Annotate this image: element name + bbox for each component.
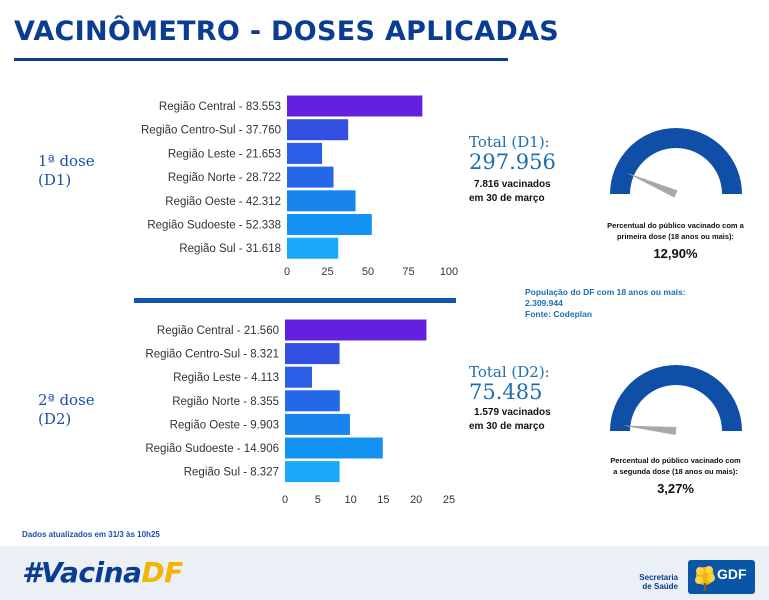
- bar: [285, 413, 350, 435]
- x-tick-label: 15: [377, 494, 389, 506]
- dose2-total-title: Total (D2):: [469, 363, 550, 381]
- dose1-gauge-caption-line1: Percentual do público vacinado com a: [607, 221, 744, 230]
- dose1-gauge-caption-line2: primeira dose (18 anos ou mais):: [616, 232, 735, 241]
- bar: [285, 319, 427, 341]
- dose2-total-value: 75.485: [469, 380, 543, 404]
- bar: [285, 461, 340, 483]
- bar-label: Região Leste - 4.113: [173, 372, 279, 384]
- dose1-vaccinated: 7.816 vacinados em 30 de março: [469, 178, 551, 206]
- dose1-label-line2: (D1): [38, 171, 72, 189]
- gauge-needle: [626, 172, 678, 198]
- population-note-line3: Fonte: Codeplan: [525, 309, 593, 319]
- dose2-label: 2ª dose (D2): [38, 391, 95, 429]
- hashtag-main: #Vacina: [22, 556, 142, 589]
- dose2-gauge-percent: 3,27%: [657, 481, 694, 496]
- population-note-line1: População do DF com 18 anos ou mais:: [525, 287, 686, 297]
- gdf-logo: [688, 560, 755, 594]
- population-note-line2: 2.309.944: [525, 298, 563, 308]
- dose2-gauge: [610, 365, 742, 435]
- x-tick-label: 25: [321, 266, 333, 278]
- hashtag-accent: DF: [141, 556, 183, 589]
- dose2-vaccinated-line1: 1.579 vacinados: [474, 407, 551, 418]
- x-tick-label: 10: [344, 494, 356, 506]
- dose1-vaccinated-line1: 7.816 vacinados: [474, 179, 551, 190]
- bar-label: Região Central - 21.560: [157, 325, 279, 337]
- bar: [285, 390, 340, 412]
- bar-label: Região Leste - 21.653: [168, 148, 281, 160]
- dose1-gauge: [610, 128, 742, 198]
- bar: [287, 214, 372, 235]
- update-note: Dados atualizados em 31/3 às 10h25: [22, 530, 160, 539]
- secretaria-logo-text: Secretaria de Saúde: [628, 573, 678, 591]
- bar: [287, 142, 323, 164]
- dose2-gauge-caption-line2: a segunda dose (18 anos ou mais):: [613, 467, 738, 476]
- bar: [287, 95, 423, 117]
- title-underline: [14, 58, 508, 61]
- dose1-bar-chart: Região Central - 83.553 Região Centro-Sul…: [141, 95, 458, 278]
- x-tick-label: 50: [362, 266, 374, 278]
- bar-label: Região Centro-Sul - 8.321: [145, 349, 279, 361]
- bar: [287, 237, 339, 259]
- dose2-vaccinated-line2: em 30 de março: [469, 421, 545, 432]
- bar: [285, 343, 340, 365]
- bar: [285, 366, 312, 388]
- x-tick-label: 5: [315, 494, 321, 506]
- bar-label: Região Sudoeste - 52.338: [147, 220, 281, 232]
- dose2-bar-chart: Região Central - 21.560 Região Centro-Sul…: [145, 319, 455, 506]
- gauge-arc: [610, 365, 742, 431]
- bar: [287, 190, 356, 212]
- x-tick-label: 75: [402, 266, 414, 278]
- dose1-gauge-caption: Percentual do público vacinado com a pri…: [588, 220, 763, 242]
- dose1-label: 1ª dose (D1): [38, 152, 95, 190]
- bar-label: Região Sudoeste - 14.906: [145, 443, 279, 455]
- campaign-hashtag: #VacinaDF: [22, 556, 183, 589]
- dose2-gauge-caption: Percentual do público vacinado com a seg…: [588, 455, 763, 477]
- gauge-needle: [622, 425, 677, 435]
- x-tick-label: 20: [410, 494, 422, 506]
- dose2-label-line2: (D2): [38, 410, 72, 428]
- x-tick-label: 0: [282, 494, 288, 506]
- bar-label: Região Oeste - 42.312: [165, 196, 281, 208]
- secretaria-line2: de Saúde: [642, 582, 678, 591]
- population-note: População do DF com 18 anos ou mais: 2.3…: [525, 287, 745, 320]
- bar-label: Região Sul - 31.618: [179, 243, 281, 255]
- dose1-total-value: 297.956: [469, 150, 556, 174]
- bar: [285, 437, 383, 459]
- page-title: VACINÔMETRO - DOSES APLICADAS: [14, 16, 560, 47]
- x-tick-label: 25: [443, 494, 455, 506]
- gauge-arc: [610, 128, 742, 194]
- bar-label: Região Central - 83.553: [159, 101, 281, 113]
- dose2-gauge-caption-line1: Percentual do público vacinado com: [610, 456, 741, 465]
- x-tick-label: 100: [440, 266, 458, 278]
- dose1-total-title: Total (D1):: [469, 133, 550, 151]
- gdf-logo-text: GDF: [717, 566, 747, 582]
- bar-label: Região Norte - 8.355: [172, 396, 279, 408]
- ipe-flower-icon: [695, 566, 715, 591]
- bar: [287, 166, 334, 188]
- secretaria-line1: Secretaria: [639, 573, 678, 582]
- bar: [287, 119, 349, 141]
- section-divider: [134, 298, 456, 303]
- bar-label: Região Centro-Sul - 37.760: [141, 125, 281, 137]
- dose2-label-line1: 2ª dose: [38, 391, 95, 409]
- x-tick-label: 0: [284, 266, 290, 278]
- footer-bar: [0, 546, 769, 600]
- dose2-vaccinated: 1.579 vacinados em 30 de março: [469, 406, 551, 434]
- bar-label: Região Oeste - 9.903: [170, 419, 279, 431]
- dose1-gauge-percent: 12,90%: [653, 246, 698, 261]
- bar-label: Região Norte - 28.722: [168, 172, 281, 184]
- bar-label: Região Sul - 8.327: [184, 467, 279, 479]
- dose1-vaccinated-line2: em 30 de março: [469, 193, 545, 204]
- dose1-label-line1: 1ª dose: [38, 152, 95, 170]
